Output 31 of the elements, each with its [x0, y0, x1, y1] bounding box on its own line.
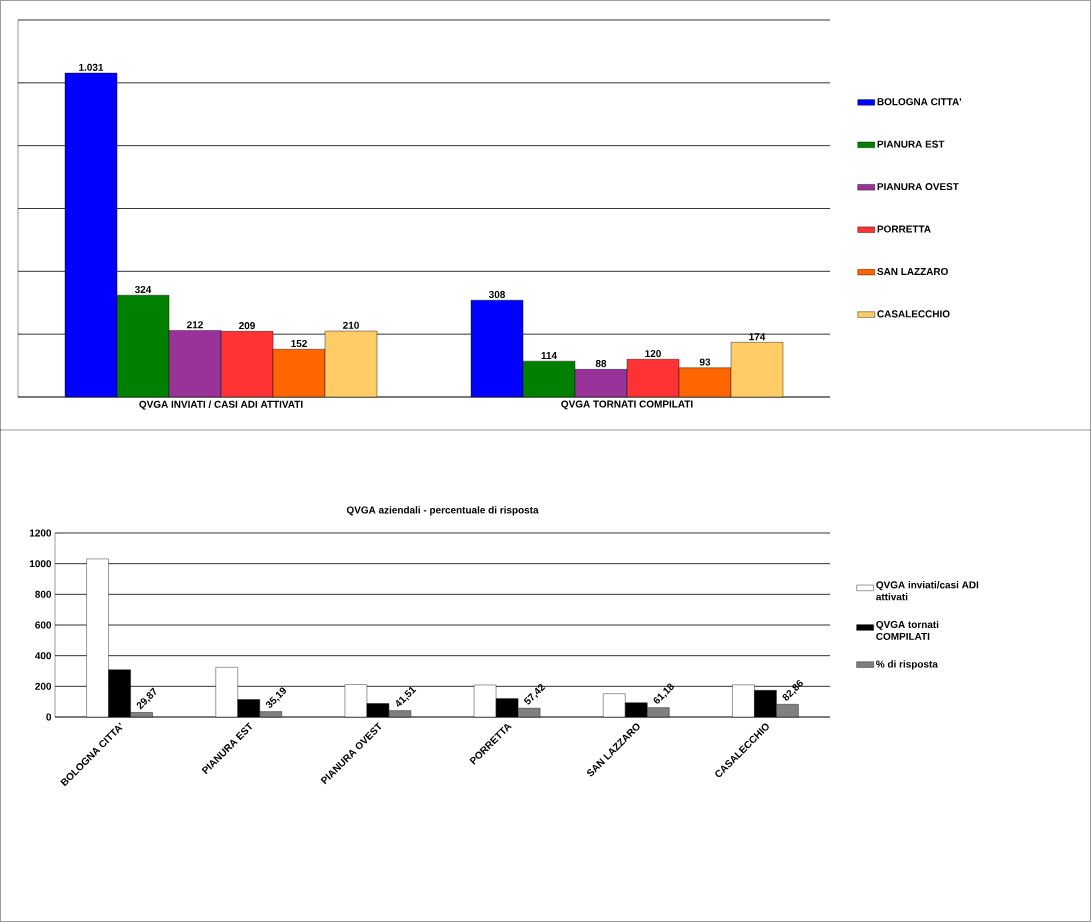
y-tick-label: 400 — [35, 652, 52, 660]
y-tick-label: 600 — [35, 621, 52, 629]
data-label: 1.031 — [79, 63, 104, 71]
data-label: 308 — [488, 290, 505, 299]
y-tick-label: 1000 — [29, 560, 52, 568]
legend-label: % di risposta — [876, 660, 938, 670]
y-tick-label: 1200 — [29, 529, 52, 537]
x-tick-label: QVGA INVIATI / CASI ADI ATTIVATI — [139, 400, 303, 410]
data-label: 93 — [699, 358, 711, 366]
data-label: 210 — [343, 321, 359, 329]
data-label: 174 — [749, 333, 766, 341]
data-label: 324 — [134, 285, 152, 293]
data-label: 88 — [595, 360, 607, 368]
chart-title: QVGA aziendali - percentuale di risposta — [346, 506, 539, 516]
legend-label: BOLOGNA CITTA' — [877, 98, 962, 106]
data-label: 152 — [291, 339, 307, 348]
legend-label: QVGA inviati/casi ADI attivati — [876, 581, 979, 601]
y-tick-label: 800 — [35, 590, 52, 598]
data-label: 209 — [239, 322, 255, 330]
legend-label: QVGA tornati COMPILATI — [876, 620, 939, 640]
legend-label: CASALECCHIO — [877, 310, 950, 318]
data-label: 120 — [645, 350, 661, 358]
legend-label: PIANURA EST — [877, 140, 945, 148]
legend-label: SAN LAZZARO — [877, 267, 948, 275]
x-tick-label: QVGA TORNATI COMPILATI — [561, 400, 693, 410]
y-tick-label: 0 — [46, 713, 52, 721]
legend-label: PORRETTA — [877, 225, 931, 233]
legend-label: PIANURA OVEST — [877, 183, 959, 191]
data-label: 114 — [541, 352, 557, 359]
y-tick-label: 200 — [35, 682, 52, 690]
data-label: 212 — [187, 321, 203, 329]
